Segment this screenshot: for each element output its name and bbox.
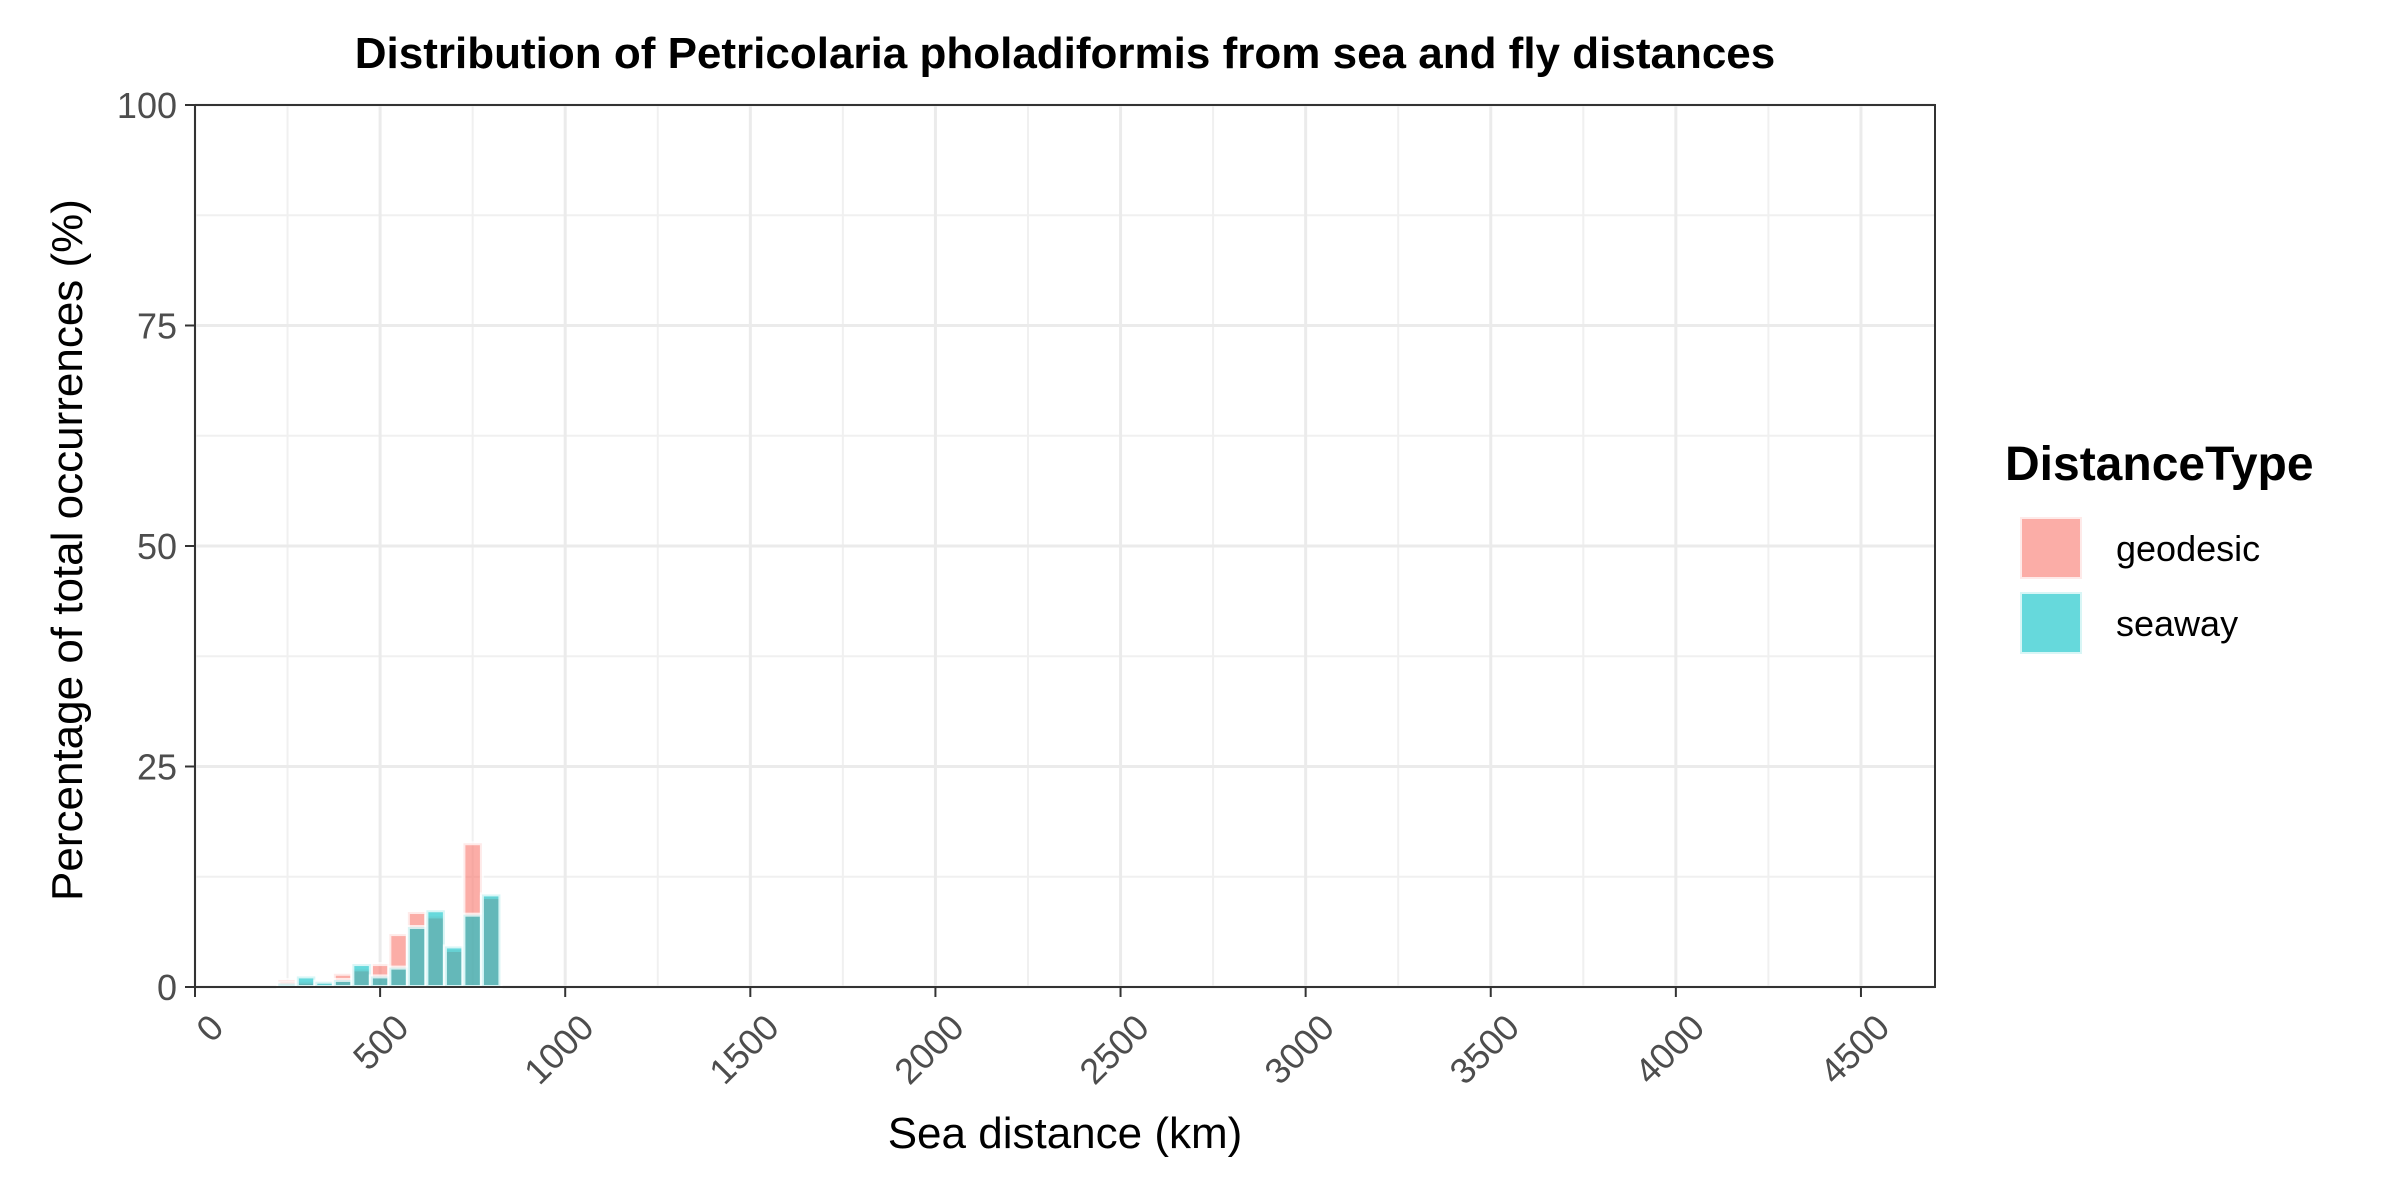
legend-title: DistanceType	[2005, 438, 2314, 491]
bar-seaway	[405, 925, 429, 989]
x-tick-label: 1500	[701, 1006, 787, 1092]
legend-label-geodesic: geodesic	[2116, 528, 2260, 569]
bar-seaway	[442, 944, 466, 989]
grid-layer	[193, 103, 1935, 989]
y-tick-label: 100	[117, 85, 177, 126]
bar-seaway	[331, 977, 355, 989]
x-tick-label: 2500	[1071, 1006, 1157, 1092]
y-tick-label: 75	[137, 306, 177, 347]
y-axis-title: Percentage of total occurrences (%)	[43, 199, 92, 901]
bar-seaway	[479, 892, 503, 990]
x-tick-label: 3500	[1441, 1006, 1527, 1092]
legend-label-seaway: seaway	[2116, 603, 2238, 644]
bar-seaway	[368, 974, 392, 990]
bar-seaway	[387, 965, 410, 990]
y-tick-label: 25	[137, 747, 177, 788]
bar-seaway	[461, 912, 484, 990]
x-tick-label: 3000	[1256, 1006, 1342, 1092]
bar-seaway	[294, 974, 318, 990]
bar-seaway	[350, 962, 373, 989]
y-tick-label: 0	[157, 967, 177, 1008]
x-tick-label: 2000	[886, 1006, 972, 1092]
legend: geodesic seaway	[2018, 515, 2260, 656]
x-axis-title: Sea distance (km)	[888, 1109, 1243, 1158]
axes-layer: 0 500 1000 1500 2000 2500 3000 3500 4000 4500 0 25 5…	[117, 85, 1936, 1092]
x-tick-label: 4500	[1812, 1006, 1898, 1092]
bar-seaway	[424, 908, 447, 989]
chart-title: Distribution of Petricolaria pholadiform…	[355, 29, 1776, 78]
x-tick-label: 0	[188, 1006, 231, 1049]
x-tick-label: 500	[345, 1006, 416, 1077]
x-tick-label: 1000	[516, 1006, 602, 1092]
y-tick-label: 50	[137, 526, 177, 567]
bars-layer	[276, 841, 503, 990]
legend-swatch-seaway	[2018, 590, 2084, 656]
legend-swatch-geodesic	[2018, 515, 2084, 581]
x-tick-label: 4000	[1627, 1006, 1713, 1092]
